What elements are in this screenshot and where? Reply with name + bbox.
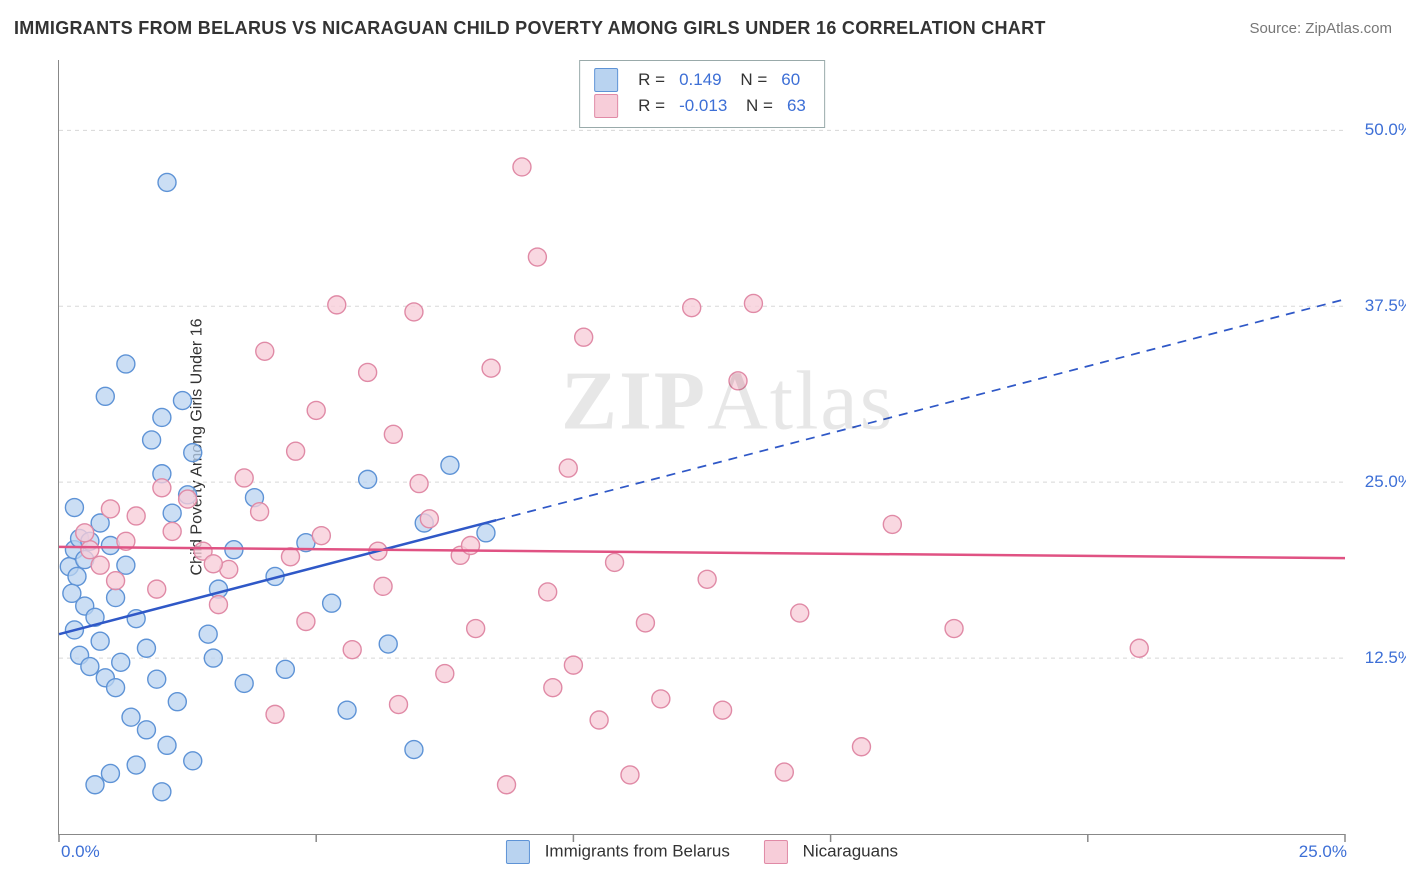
y-tick-12.5: 12.5% — [1365, 648, 1406, 668]
legend-swatch-pink — [594, 94, 618, 118]
bottom-swatch-pink — [764, 840, 788, 864]
bottom-legend-2: Nicaraguans — [764, 840, 898, 864]
bottom-legend-1-label: Immigrants from Belarus — [545, 841, 730, 860]
y-tick-37.5: 37.5% — [1365, 296, 1406, 316]
n-value-2: 63 — [783, 93, 810, 119]
bottom-legend-1: Immigrants from Belarus — [506, 840, 730, 864]
x-tick-min: 0.0% — [61, 842, 100, 862]
legend-row-1: R =0.149 N =60 — [594, 67, 810, 93]
bottom-legend: Immigrants from Belarus Nicaraguans — [506, 840, 898, 864]
bottom-legend-2-label: Nicaraguans — [803, 841, 898, 860]
n-value-1: 60 — [777, 67, 804, 93]
bottom-swatch-blue — [506, 840, 530, 864]
r-value-1: 0.149 — [675, 67, 726, 93]
legend-row-2: R =-0.013 N =63 — [594, 93, 810, 119]
chart-svg — [59, 60, 1345, 834]
r-value-2: -0.013 — [675, 93, 731, 119]
plot-area: Child Poverty Among Girls Under 16 ZIPAt… — [58, 60, 1345, 835]
legend-swatch-blue — [594, 68, 618, 92]
y-tick-25: 25.0% — [1365, 472, 1406, 492]
chart-title: IMMIGRANTS FROM BELARUS VS NICARAGUAN CH… — [14, 18, 1046, 39]
source-label: Source: ZipAtlas.com — [1249, 20, 1392, 37]
x-tick-max: 25.0% — [1299, 842, 1347, 862]
stats-legend: R =0.149 N =60 R =-0.013 N =63 — [579, 60, 825, 128]
y-tick-50: 50.0% — [1365, 120, 1406, 140]
